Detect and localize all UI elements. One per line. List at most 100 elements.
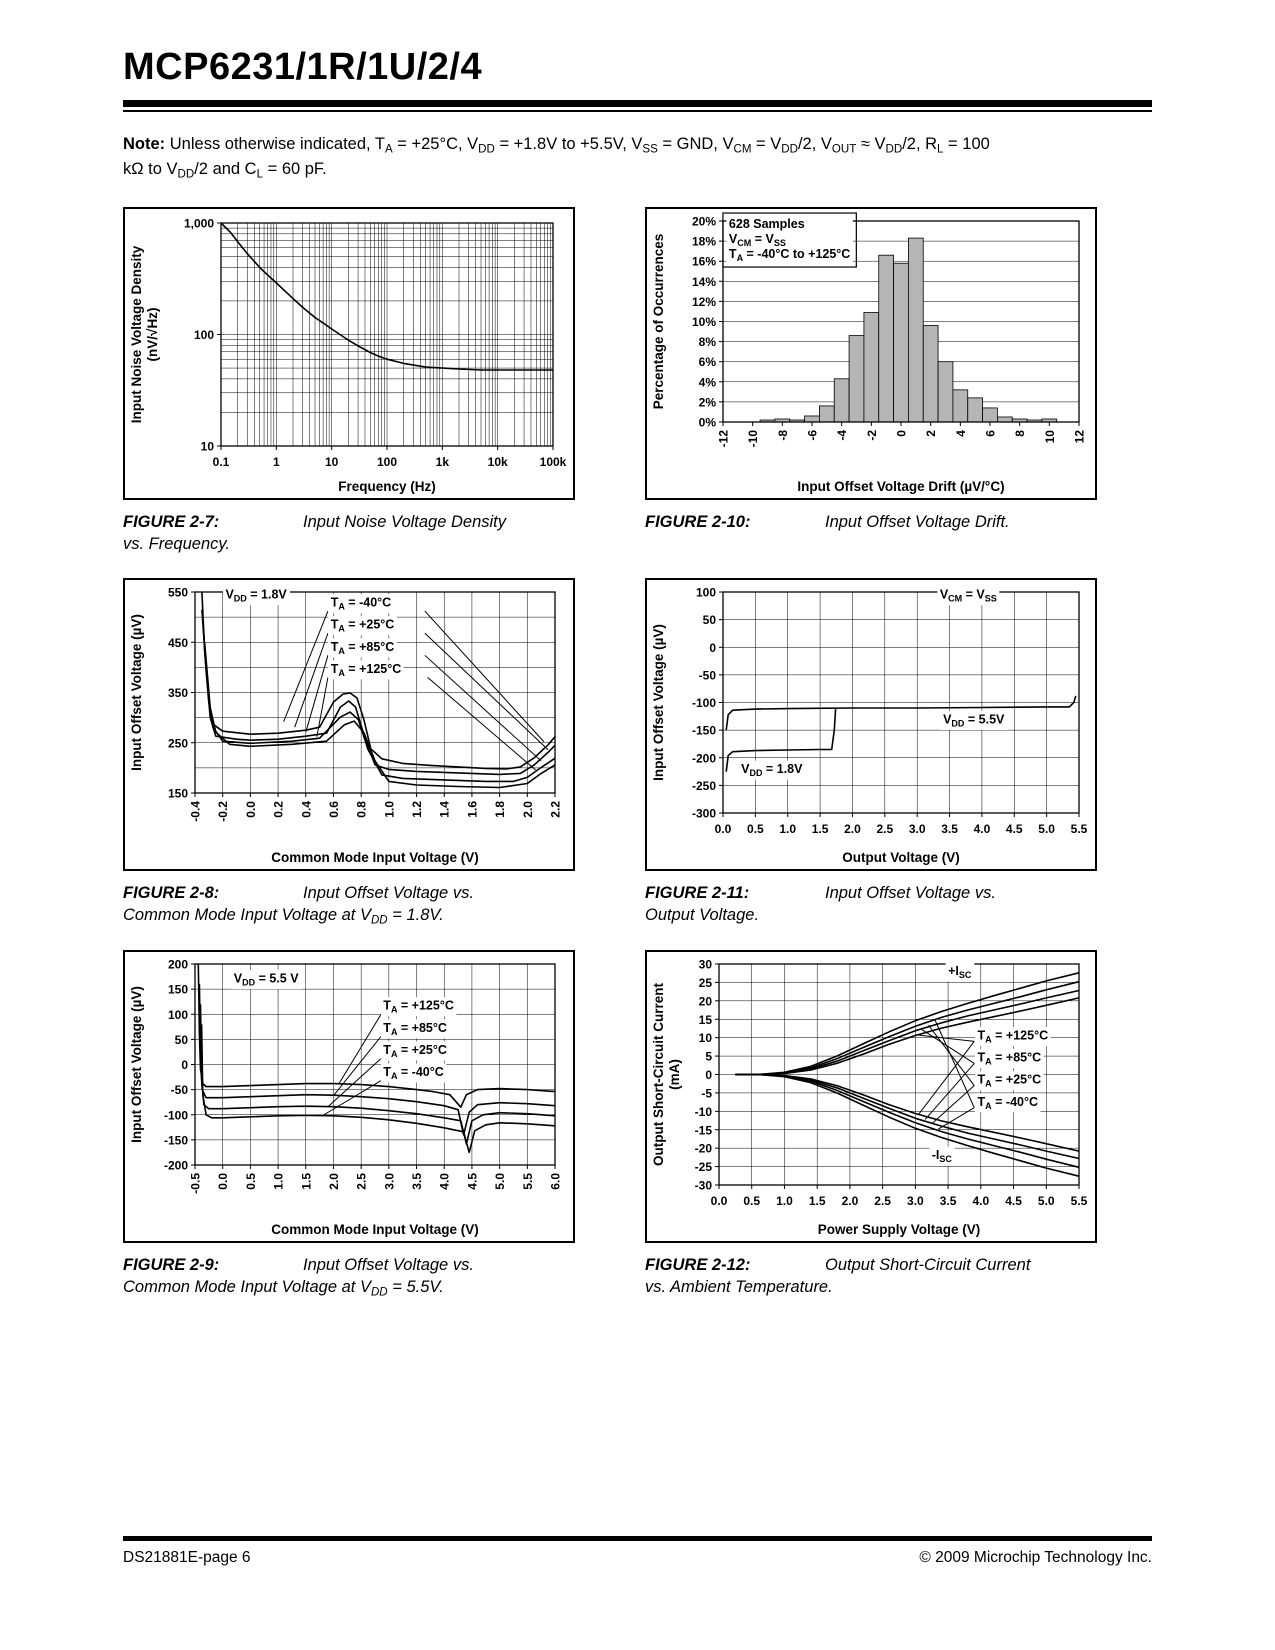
svg-text:0: 0 — [181, 1058, 188, 1072]
svg-text:150: 150 — [168, 787, 188, 801]
figure-2-9-caption: FIGURE 2-9: Input Offset Voltage vs. Comm… — [123, 1255, 523, 1299]
svg-text:0: 0 — [895, 430, 909, 437]
svg-text:-25: -25 — [695, 1160, 713, 1174]
figure-2-7-caption-text: Input Noise Voltage Density vs. Frequenc… — [123, 513, 507, 553]
figure-2-8-frame: VDD = 1.8V TA = -40°C TA = +25°C TA = +85°C… — [123, 578, 575, 871]
svg-text:4.0: 4.0 — [972, 1194, 989, 1208]
svg-text:TA = +85°C: TA = +85°C — [331, 640, 395, 656]
figure-2-11-frame: VCM = VSS VDD = 5.5V VDD = 1.8V 0.0 0.5 1.0 1.… — [645, 578, 1097, 871]
svg-text:350: 350 — [168, 686, 188, 700]
svg-text:TA = -40°C: TA = -40°C — [331, 596, 391, 612]
figure-2-8-caption: FIGURE 2-8: Input Offset Voltage vs. Comm… — [123, 883, 523, 927]
svg-text:1.5: 1.5 — [809, 1194, 826, 1208]
svg-text:TA = +125°C: TA = +125°C — [978, 1029, 1049, 1045]
svg-text:3.0: 3.0 — [909, 822, 926, 836]
figure-2-11-caption-text: Input Offset Voltage vs. Output Voltage. — [645, 884, 996, 924]
svg-text:1.8: 1.8 — [493, 801, 507, 818]
svg-text:2.0: 2.0 — [327, 1173, 341, 1190]
svg-text:Common Mode Input Voltage (V): Common Mode Input Voltage (V) — [271, 1222, 478, 1237]
svg-text:VCM = VSS: VCM = VSS — [940, 588, 997, 604]
figure-2-10-caption: FIGURE 2-10: Input Offset Voltage Drift. — [645, 512, 1045, 534]
svg-text:VCM = VSS: VCM = VSS — [729, 232, 786, 248]
svg-text:2.0: 2.0 — [844, 822, 861, 836]
svg-text:-200: -200 — [692, 751, 716, 765]
svg-text:Percentage of Occurrences: Percentage of Occurrences — [651, 234, 666, 410]
svg-text:14%: 14% — [692, 275, 716, 289]
svg-text:2.5: 2.5 — [874, 1194, 891, 1208]
svg-text:Output Voltage (V): Output Voltage (V) — [842, 850, 960, 865]
svg-text:3.5: 3.5 — [410, 1173, 424, 1190]
svg-text:8: 8 — [1013, 430, 1027, 437]
svg-text:5.0: 5.0 — [1038, 1194, 1055, 1208]
svg-text:5.5: 5.5 — [1071, 822, 1088, 836]
svg-text:15: 15 — [699, 1013, 713, 1027]
svg-text:1.5: 1.5 — [299, 1173, 313, 1190]
svg-text:1.4: 1.4 — [438, 801, 452, 818]
svg-text:-0.4: -0.4 — [189, 801, 203, 822]
svg-text:VDD = 1.8V: VDD = 1.8V — [225, 588, 287, 604]
svg-text:1: 1 — [273, 455, 280, 469]
svg-text:0.0: 0.0 — [244, 801, 258, 818]
svg-text:2.2: 2.2 — [549, 801, 563, 818]
svg-text:1.0: 1.0 — [272, 1173, 286, 1190]
figure-2-7-chart: 0.1 1 10 100 1k 10k 100k 10 100 1,000 Frequency (H… — [129, 217, 567, 495]
svg-text:6: 6 — [984, 430, 998, 437]
figure-2-9-caption-text: Input Offset Voltage vs. Common Mode Inp… — [123, 1256, 474, 1299]
svg-text:0.0: 0.0 — [715, 822, 732, 836]
svg-text:550: 550 — [168, 586, 188, 600]
figure-2-11-label: FIGURE 2-11: — [645, 884, 750, 902]
svg-text:0.8: 0.8 — [355, 801, 369, 818]
svg-text:4: 4 — [954, 430, 968, 437]
svg-text:5: 5 — [705, 1050, 712, 1064]
svg-text:50: 50 — [175, 1033, 189, 1047]
svg-text:2.5: 2.5 — [355, 1173, 369, 1190]
svg-text:20%: 20% — [692, 215, 716, 229]
svg-text:-50: -50 — [171, 1083, 189, 1097]
svg-text:1k: 1k — [436, 455, 450, 469]
svg-text:0%: 0% — [699, 416, 717, 430]
svg-text:-0.5: -0.5 — [189, 1173, 203, 1194]
svg-text:3.0: 3.0 — [907, 1194, 924, 1208]
svg-text:Output Short-Circuit Current: Output Short-Circuit Current — [651, 983, 666, 1166]
svg-text:(mA): (mA) — [667, 1059, 682, 1090]
svg-text:6.0: 6.0 — [549, 1173, 563, 1190]
svg-text:TA = +125°C: TA = +125°C — [383, 999, 454, 1015]
svg-text:10: 10 — [1043, 430, 1057, 444]
svg-text:100: 100 — [194, 328, 214, 342]
figure-2-9-label: FIGURE 2-9: — [123, 1256, 220, 1274]
svg-text:0.2: 0.2 — [272, 801, 286, 818]
conditions-note: Note: Unless otherwise indicated, TA = +… — [123, 132, 1011, 182]
svg-text:-ISC: -ISC — [932, 1148, 953, 1164]
svg-text:TA = +25°C: TA = +25°C — [331, 618, 395, 634]
figure-2-7-caption: FIGURE 2-7: Input Noise Voltage Density v… — [123, 512, 523, 556]
svg-text:TA = -40°C: TA = -40°C — [978, 1095, 1038, 1111]
svg-text:100: 100 — [696, 586, 716, 600]
svg-text:-8: -8 — [776, 430, 790, 441]
svg-text:20: 20 — [699, 994, 713, 1008]
svg-text:TA = +125°C: TA = +125°C — [331, 662, 402, 678]
svg-text:5.0: 5.0 — [1038, 822, 1055, 836]
svg-text:200: 200 — [168, 958, 188, 972]
figure-2-7-label: FIGURE 2-7: — [123, 513, 220, 531]
svg-text:Input Noise Voltage Density: Input Noise Voltage Density — [129, 245, 144, 423]
figure-2-10-caption-text: Input Offset Voltage Drift. — [825, 513, 1010, 531]
svg-text:1.0: 1.0 — [382, 801, 396, 818]
svg-text:4%: 4% — [699, 375, 717, 389]
svg-text:0: 0 — [709, 641, 716, 655]
header-rule-thick — [123, 100, 1152, 107]
svg-text:0.5: 0.5 — [244, 1173, 258, 1190]
svg-text:0: 0 — [705, 1068, 712, 1082]
svg-text:100: 100 — [168, 1008, 188, 1022]
svg-text:-20: -20 — [695, 1142, 713, 1156]
svg-text:1.0: 1.0 — [779, 822, 796, 836]
svg-text:100: 100 — [377, 455, 397, 469]
svg-text:3.5: 3.5 — [940, 1194, 957, 1208]
svg-text:Input Offset Voltage (µV): Input Offset Voltage (µV) — [651, 624, 666, 781]
svg-text:4.5: 4.5 — [1006, 822, 1023, 836]
svg-text:0.0: 0.0 — [711, 1194, 728, 1208]
svg-text:8%: 8% — [699, 335, 717, 349]
svg-text:12%: 12% — [692, 295, 716, 309]
svg-text:Input Offset Voltage (µV): Input Offset Voltage (µV) — [129, 614, 144, 771]
footer-copyright: © 2009 Microchip Technology Inc. — [919, 1549, 1152, 1566]
